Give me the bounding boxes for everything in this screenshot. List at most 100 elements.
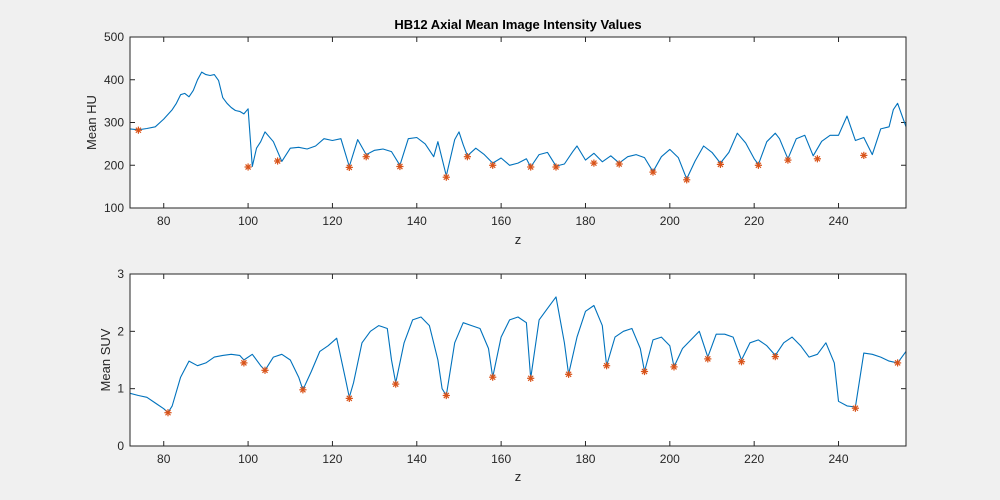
marker-stroke <box>565 371 572 378</box>
local-min-marker <box>615 160 623 168</box>
y-tick-label: 3 <box>117 267 124 281</box>
marker-stroke <box>240 359 247 366</box>
y-tick-label: 1 <box>117 382 124 396</box>
x-tick-label: 180 <box>575 452 595 466</box>
local-min-marker <box>134 126 142 134</box>
local-min-marker <box>463 153 471 161</box>
x-tick-label: 220 <box>744 452 764 466</box>
local-min-marker <box>552 163 560 171</box>
series-line <box>130 296 906 414</box>
local-min-marker <box>602 362 611 370</box>
x-tick-label: 200 <box>660 214 680 228</box>
x-tick-label: 240 <box>829 452 849 466</box>
local-min-marker <box>590 159 598 167</box>
y-axis-label: Mean HU <box>84 95 99 150</box>
y-tick-label: 300 <box>104 116 124 130</box>
marker-stroke <box>852 405 859 412</box>
x-tick-label: 180 <box>575 214 595 228</box>
local-min-marker <box>261 366 269 374</box>
x-tick-label: 140 <box>407 214 427 228</box>
local-min-marker <box>813 155 822 163</box>
local-min-marker <box>442 391 450 400</box>
x-tick-label: 120 <box>322 214 342 228</box>
marker-stroke <box>772 353 779 360</box>
marker-stroke <box>527 375 534 382</box>
marker-stroke <box>363 153 370 160</box>
plot-content <box>130 296 906 417</box>
marker-stroke <box>738 358 745 365</box>
marker-stroke <box>299 386 306 393</box>
marker-stroke <box>464 153 471 160</box>
local-min-marker <box>851 404 860 412</box>
marker-stroke <box>814 155 821 162</box>
series-line <box>130 71 906 180</box>
local-min-marker <box>649 168 657 176</box>
y-tick-label: 200 <box>104 158 124 172</box>
marker-stroke <box>650 169 656 176</box>
marker-stroke <box>346 164 353 171</box>
local-min-marker <box>771 353 779 361</box>
local-min-marker <box>274 157 282 165</box>
local-min-marker <box>737 358 746 366</box>
local-min-marker <box>754 161 763 169</box>
local-min-marker <box>392 380 400 388</box>
marker-stroke <box>274 158 281 164</box>
marker-stroke <box>603 362 610 369</box>
marker-stroke <box>704 355 711 362</box>
local-min-marker <box>345 394 353 402</box>
marker-stroke <box>443 174 450 181</box>
x-tick-label: 160 <box>491 214 511 228</box>
local-min-marker <box>164 409 172 417</box>
y-axis-label: Mean SUV <box>98 328 113 391</box>
plot-area <box>130 274 906 446</box>
marker-stroke <box>784 157 791 164</box>
marker-stroke <box>590 160 597 167</box>
local-min-marker <box>860 151 868 159</box>
local-min-marker <box>244 163 252 171</box>
marker-stroke <box>671 363 677 370</box>
marker-stroke <box>489 374 496 381</box>
local-min-marker <box>784 156 792 164</box>
local-min-marker <box>670 363 678 371</box>
x-tick-label: 240 <box>829 214 849 228</box>
x-tick-label: 100 <box>238 214 258 228</box>
local-min-marker <box>893 359 902 367</box>
local-min-marker <box>489 161 497 169</box>
marker-stroke <box>392 381 399 388</box>
marker-stroke <box>553 164 559 170</box>
local-min-marker <box>345 163 353 171</box>
local-min-marker <box>683 176 691 184</box>
y-tick-label: 0 <box>117 439 124 453</box>
y-tick-label: 100 <box>104 201 124 215</box>
marker-stroke <box>527 164 534 170</box>
plot-content <box>130 71 906 184</box>
marker-stroke <box>135 127 142 134</box>
local-min-marker <box>362 153 370 161</box>
axes-box <box>129 273 907 447</box>
marker-stroke <box>755 162 762 169</box>
local-min-marker <box>240 359 248 367</box>
marker-stroke <box>346 395 353 402</box>
marker-stroke <box>443 392 450 399</box>
marker-stroke <box>894 359 901 366</box>
local-min-marker <box>527 374 535 382</box>
suv-axes: 80 100 120 140 160 180 200 220 240 0 1 2 3 z Mean SUV <box>98 267 907 484</box>
marker-stroke <box>641 368 648 375</box>
marker-stroke <box>245 164 252 170</box>
x-tick-label: 80 <box>157 452 171 466</box>
marker-stroke <box>489 162 496 169</box>
y-tick-label: 2 <box>117 324 124 338</box>
local-min-marker <box>716 160 725 168</box>
marker-stroke <box>860 152 867 159</box>
hu-axes: 80 100 120 140 160 180 200 220 240 100 200 300 400 50… <box>84 30 907 247</box>
x-tick-label: 220 <box>744 214 764 228</box>
x-tick-label: 140 <box>407 452 427 466</box>
x-tick-label: 200 <box>660 452 680 466</box>
marker-stroke <box>165 409 171 416</box>
marker-stroke <box>683 176 690 183</box>
y-tick-label: 500 <box>104 30 124 44</box>
x-tick-label: 80 <box>157 214 171 228</box>
x-tick-label: 160 <box>491 452 511 466</box>
local-min-marker <box>396 162 404 171</box>
